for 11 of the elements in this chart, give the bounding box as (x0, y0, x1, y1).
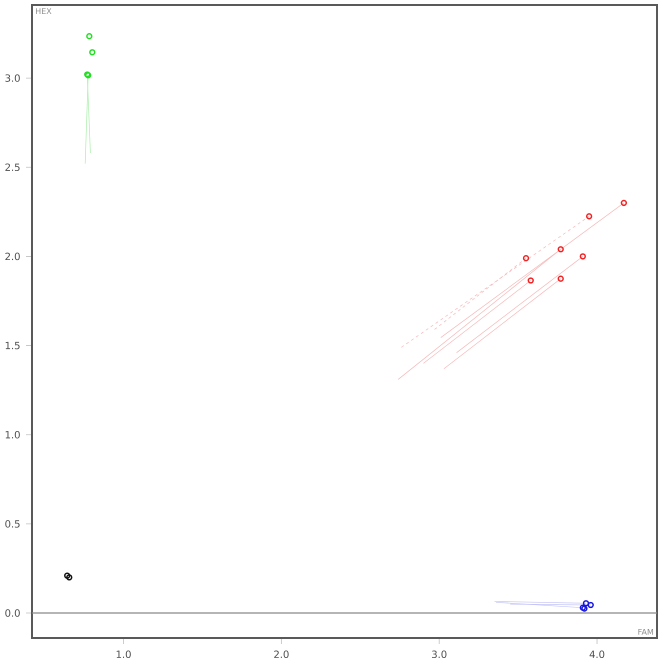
y-tick-label: 2.5 (5, 163, 20, 172)
y-tick-label: 3.0 (5, 74, 20, 82)
x-tick-label: 1.0 (116, 650, 131, 658)
y-tick-label: 2.0 (5, 252, 20, 260)
x-tick-label: 2.0 (274, 650, 289, 658)
x-tick-label: 3.0 (432, 650, 446, 658)
x-tick-label: 4.0 (590, 650, 604, 658)
y-tick-label: 0.5 (5, 520, 20, 528)
y-tick-label: 1.0 (6, 430, 20, 438)
y-tick-label: 0.0 (5, 609, 20, 617)
y-tick-label: 1.5 (6, 342, 20, 350)
